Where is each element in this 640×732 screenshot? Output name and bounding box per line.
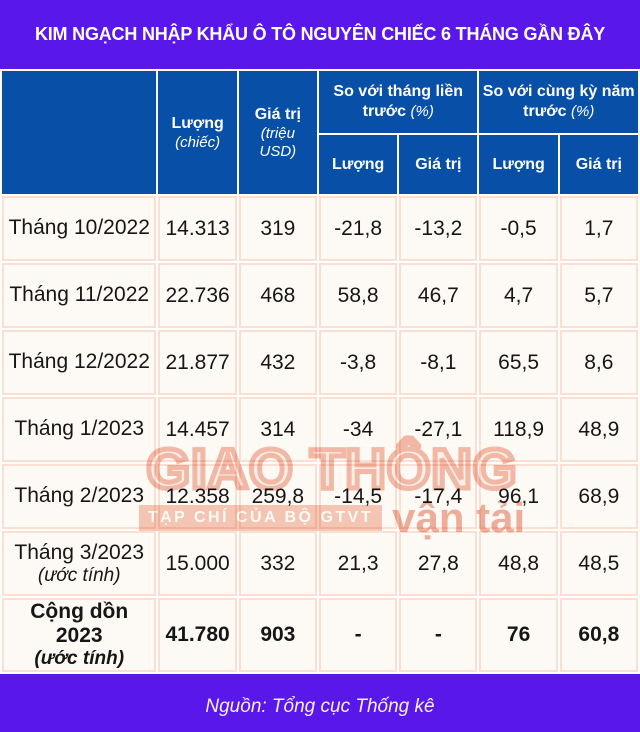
table-row: Tháng 1/2023 14.457 314 -34 -27,1 118,9 … (2, 397, 638, 462)
cell-mom-value: - (399, 598, 478, 673)
month-note: (ước tính) (37, 564, 121, 586)
cell-quantity: 14.313 (158, 196, 237, 261)
cell-mom-quantity: 21,3 (318, 531, 398, 596)
cell-yoy-quantity: 48,8 (479, 531, 558, 596)
col-header-value: Giá trị (triệu USD) (238, 71, 317, 194)
group-header-vs-prev-month: So với tháng liền trước (%) (318, 71, 478, 133)
month-label: Tháng 2/2023 (14, 484, 145, 508)
cell-yoy-value: 48,5 (559, 531, 638, 596)
cell-mom-value: -17,4 (399, 464, 478, 529)
cell-mom-quantity: - (318, 598, 398, 673)
cell-yoy-quantity: 118,9 (479, 397, 558, 462)
subheader-mom-quantity: Lượng (318, 135, 398, 194)
cell-mom-quantity: -3,8 (318, 330, 398, 395)
cell-mom-value: -13,2 (399, 196, 478, 261)
cell-value: 314 (238, 397, 317, 462)
cell-value: 319 (238, 196, 317, 261)
table-row-total: Cộng dồn 2023 (ước tính) 41.780 903 - - … (2, 598, 638, 673)
quantity-header-unit: (chiếc) (175, 133, 221, 151)
row-label-cell: Tháng 10/2022 (2, 196, 157, 261)
cell-yoy-value: 1,7 (559, 196, 638, 261)
month-label: Tháng 12/2022 (8, 350, 150, 374)
quantity-header-label: Lượng (171, 114, 224, 132)
row-label-cell: Cộng dồn 2023 (ước tính) (2, 598, 157, 673)
cell-mom-quantity: -21,8 (318, 196, 398, 261)
cell-quantity: 21.877 (158, 330, 237, 395)
cell-mom-quantity: 58,8 (318, 263, 398, 328)
title-banner: KIM NGẠCH NHẬP KHẨU Ô TÔ NGUYÊN CHIẾC 6 … (0, 0, 640, 69)
cell-quantity: 12.358 (158, 464, 237, 529)
table-row: Tháng 12/2022 21.877 432 -3,8 -8,1 65,5 … (2, 330, 638, 395)
cell-yoy-value: 48,9 (559, 397, 638, 462)
row-label-cell: Tháng 3/2023 (ước tính) (2, 531, 157, 596)
source-banner: Nguồn: Tổng cục Thống kê (0, 674, 640, 732)
cell-value: 332 (238, 531, 317, 596)
corner-cell (2, 71, 157, 194)
cell-yoy-quantity: 76 (479, 598, 558, 673)
group-yoy-unit: (%) (571, 103, 595, 120)
cell-yoy-value: 68,9 (559, 464, 638, 529)
group-mom-unit: (%) (410, 103, 434, 120)
cell-yoy-quantity: 4,7 (479, 263, 558, 328)
cell-yoy-value: 8,6 (559, 330, 638, 395)
cell-yoy-quantity: 96,1 (479, 464, 558, 529)
cell-value: 259,8 (238, 464, 317, 529)
month-label: Tháng 11/2022 (9, 283, 150, 307)
cell-value: 432 (238, 330, 317, 395)
subheader-yoy-quantity: Lượng (479, 135, 558, 194)
cell-mom-value: 46,7 (399, 263, 478, 328)
table-row: Tháng 2/2023 12.358 259,8 -14,5 -17,4 96… (2, 464, 638, 529)
cell-yoy-quantity: -0,5 (479, 196, 558, 261)
cell-value: 903 (238, 598, 317, 673)
cell-quantity: 22.736 (158, 263, 237, 328)
table-row: Tháng 3/2023 (ước tính) 15.000 332 21,3 … (2, 531, 638, 596)
cell-quantity: 41.780 (158, 598, 237, 673)
group-header-vs-prev-year: So với cùng kỳ năm trước (%) (479, 71, 638, 133)
table-row: Tháng 10/2022 14.313 319 -21,8 -13,2 -0,… (2, 196, 638, 261)
group-yoy-label: So với cùng kỳ năm trước (482, 83, 635, 120)
cell-yoy-quantity: 65,5 (479, 330, 558, 395)
cell-mom-quantity: -34 (318, 397, 398, 462)
cell-yoy-value: 60,8 (559, 598, 638, 673)
table-row: Tháng 11/2022 22.736 468 58,8 46,7 4,7 5… (2, 263, 638, 328)
import-stats-table: Lượng (chiếc) Giá trị (triệu USD) So với… (0, 69, 640, 674)
group-mom-label: So với tháng liền trước (333, 83, 464, 120)
cell-mom-value: 27,8 (399, 531, 478, 596)
cell-value: 468 (238, 263, 317, 328)
row-label-cell: Tháng 12/2022 (2, 330, 157, 395)
cell-quantity: 14.457 (158, 397, 237, 462)
cell-mom-quantity: -14,5 (318, 464, 398, 529)
cell-mom-value: -27,1 (399, 397, 478, 462)
value-header-unit: (triệu USD) (259, 124, 297, 160)
table-area: Lượng (chiếc) Giá trị (triệu USD) So với… (0, 69, 640, 674)
cell-mom-value: -8,1 (399, 330, 478, 395)
cell-yoy-value: 5,7 (559, 263, 638, 328)
value-header-label: Giá trị (254, 105, 301, 123)
month-label: Tháng 10/2022 (8, 216, 150, 240)
row-label-cell: Tháng 2/2023 (2, 464, 157, 529)
subheader-mom-value: Giá trị (399, 135, 478, 194)
source-text: Nguồn: Tổng cục Thống kê (205, 696, 435, 718)
total-note: (ước tính) (34, 648, 125, 670)
row-label-cell: Tháng 1/2023 (2, 397, 157, 462)
page-title: KIM NGẠCH NHẬP KHẨU Ô TÔ NGUYÊN CHIẾC 6 … (34, 24, 606, 44)
row-label-cell: Tháng 11/2022 (2, 263, 157, 328)
col-header-quantity: Lượng (chiếc) (158, 71, 237, 194)
month-label: Tháng 3/2023 (14, 540, 145, 564)
cell-quantity: 15.000 (158, 531, 237, 596)
total-label: Cộng dồn 2023 (30, 600, 129, 648)
month-label: Tháng 1/2023 (14, 417, 145, 441)
subheader-yoy-value: Giá trị (559, 135, 638, 194)
